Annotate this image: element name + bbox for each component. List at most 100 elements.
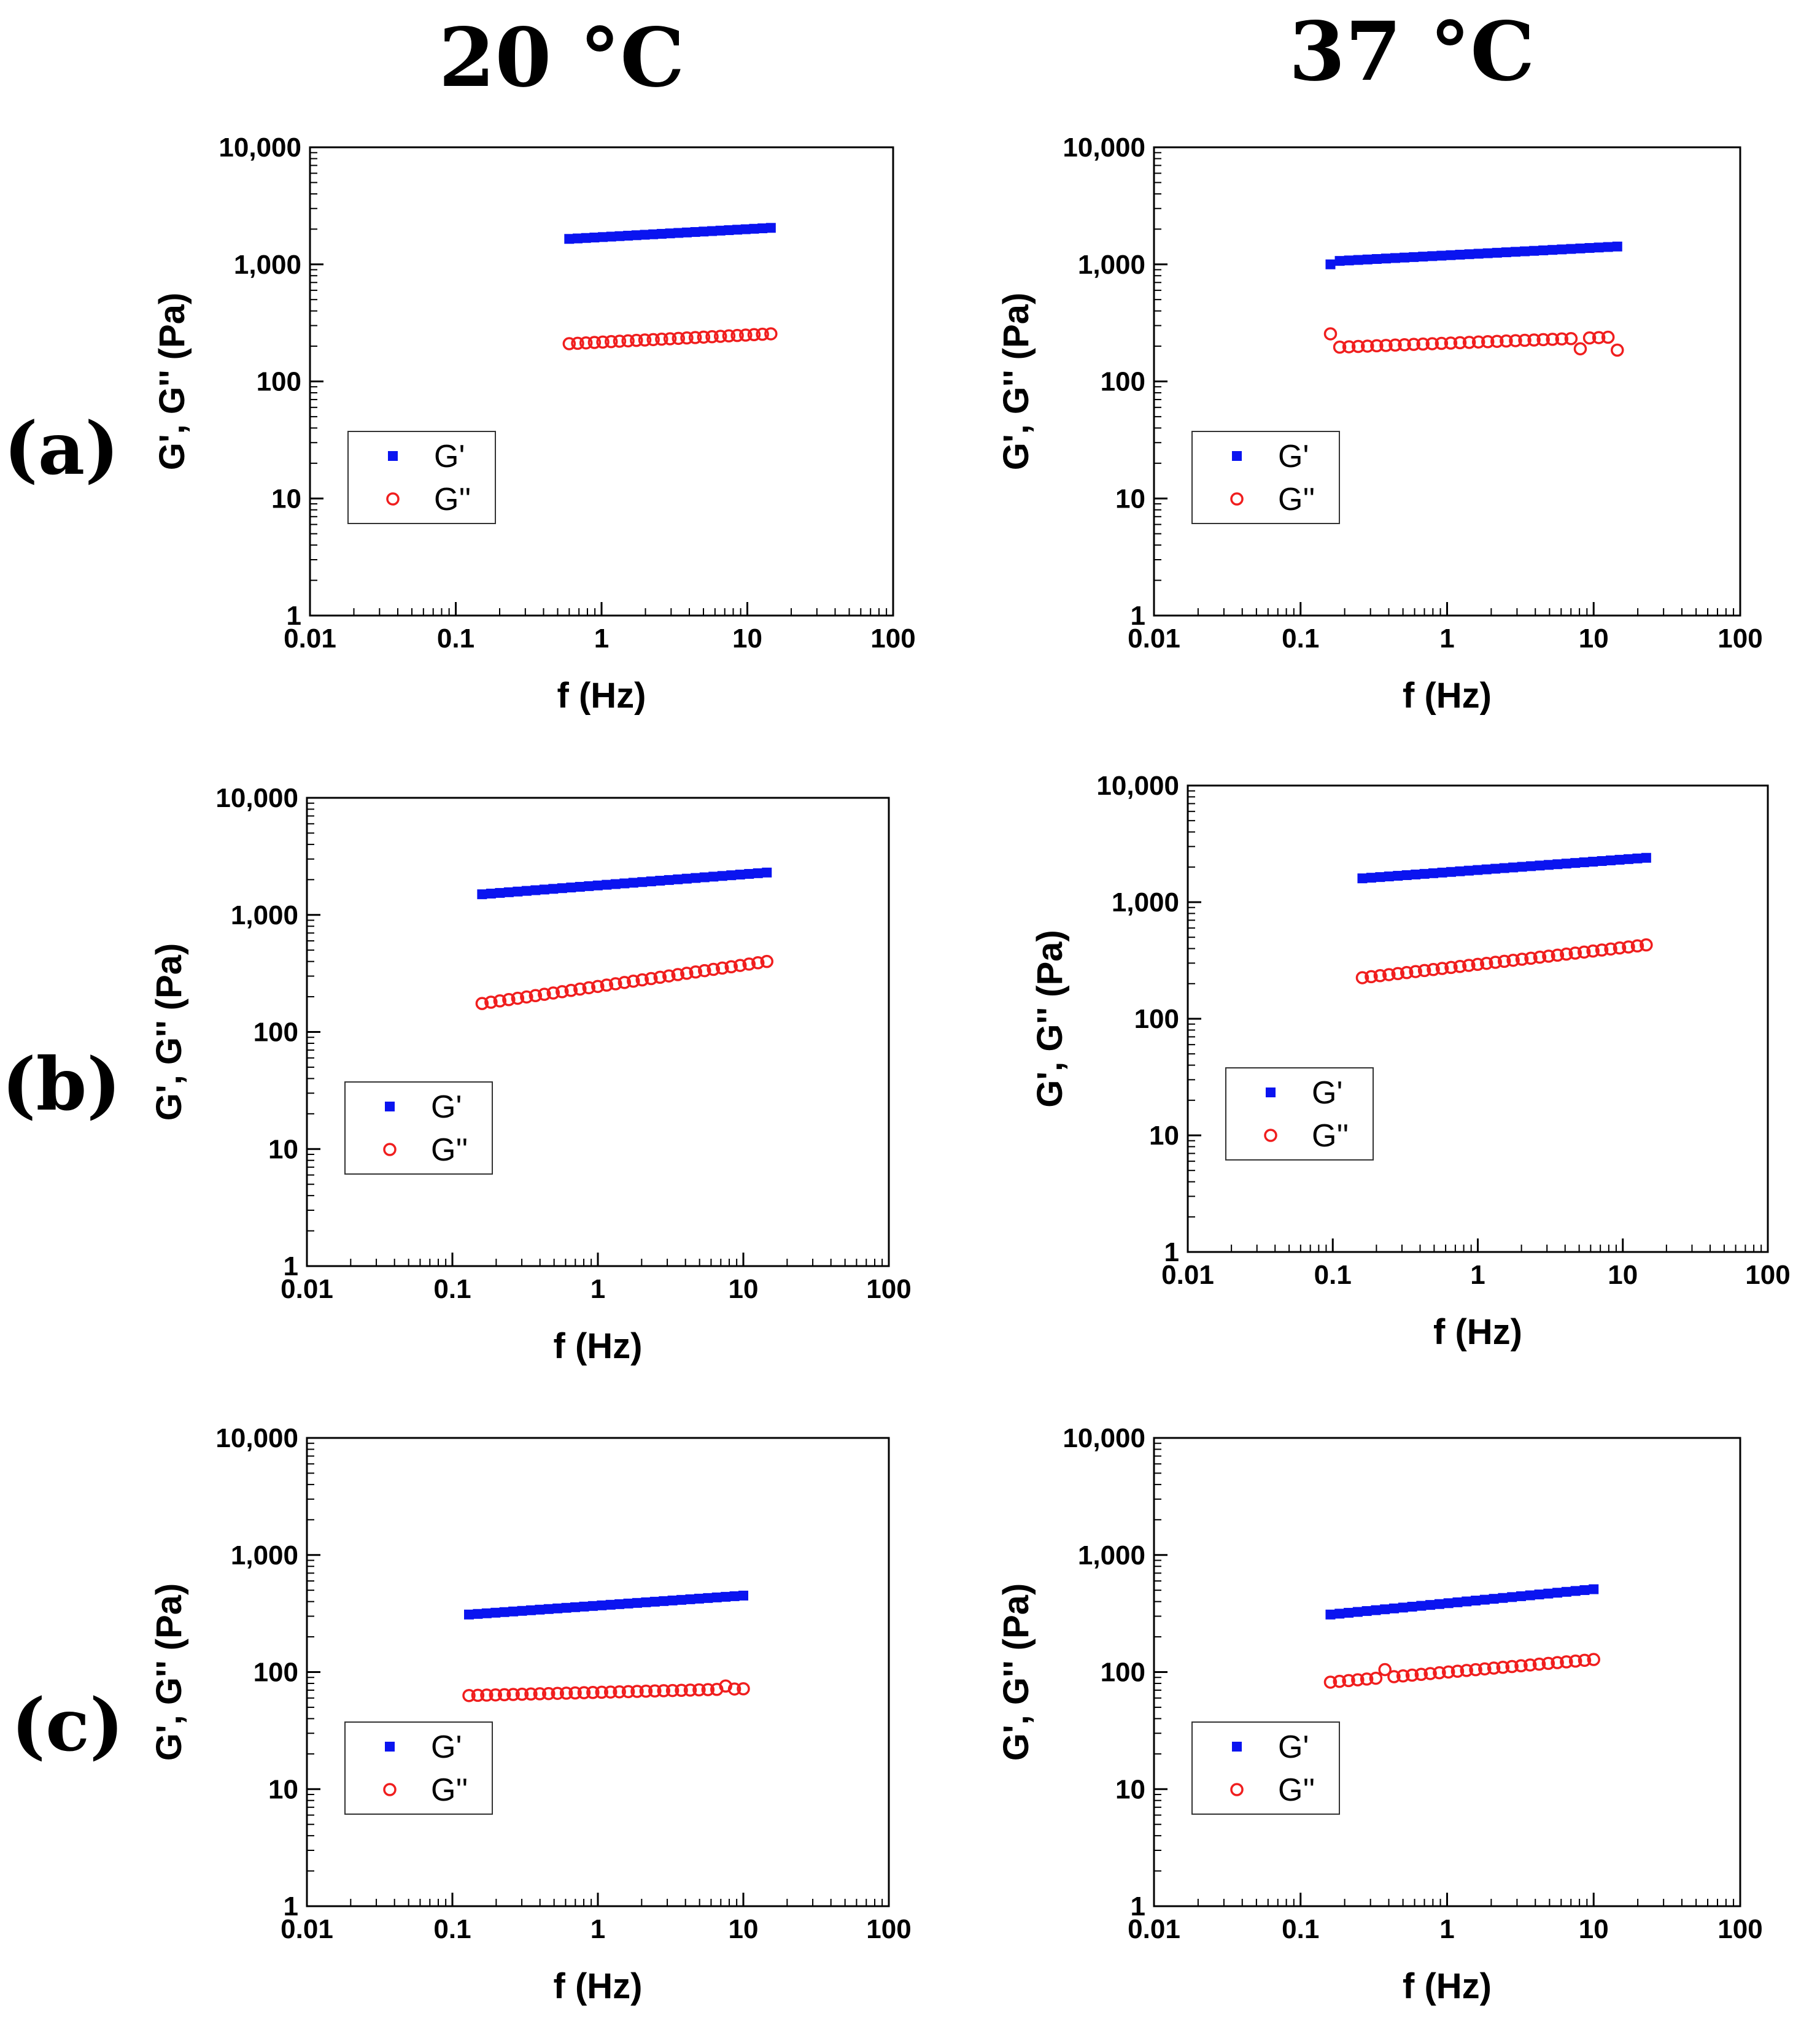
data-point-gdoubleprime [520,990,533,1004]
x-axis-title: f (Hz) [1403,1966,1492,2006]
data-point-gdoubleprime [739,328,753,342]
y-axis-title: G', G'' (Pa) [149,1583,189,1761]
data-point-gdoubleprime [1355,971,1369,984]
data-point-gdoubleprime [1518,333,1532,347]
data-point-gdoubleprime [1391,967,1405,981]
data-point-gdoubleprime [1361,339,1374,353]
x-tick-label: 0.01 [281,1274,333,1304]
data-point-gprime [1398,1602,1408,1613]
data-point-gdoubleprime [538,987,551,1001]
data-point-gdoubleprime [692,1683,706,1697]
data-point-gprime [1380,253,1391,264]
data-point-gprime [757,223,768,234]
data-point-gdoubleprime [1382,968,1396,981]
data-point-gdoubleprime [1333,340,1347,354]
data-point-gprime [724,225,734,236]
data-point-gdoubleprime [1388,338,1402,352]
data-point-gdoubleprime [1469,1663,1482,1677]
data-point-gprime [655,876,665,886]
data-point-gprime [1525,1590,1535,1601]
data-point-gdoubleprime [1582,331,1597,345]
data-point-gprime [548,884,559,894]
data-point-gprime [1584,243,1595,253]
plot-frame [306,1437,890,1907]
data-point-gdoubleprime [1444,336,1458,350]
data-point-gprime [1371,1605,1381,1615]
data-point-gdoubleprime [489,1688,503,1702]
data-point-gdoubleprime [1427,962,1440,976]
data-point-gprime [740,224,751,234]
x-axis-title: f (Hz) [1433,1312,1522,1352]
x-tick-label: 1 [1439,624,1454,654]
data-point-gdoubleprime [1578,1653,1592,1667]
data-point-gprime [623,1598,633,1609]
x-tick-label: 10 [729,1274,759,1304]
chart-panel-b-37: 0.01 0.1 1 10 100 1 10 100 1,000 10,000 f (Hz) G', … [1030,771,1791,1352]
data-point-gdoubleprime [1387,1670,1401,1683]
data-point-gprime [1641,852,1651,863]
data-point-gdoubleprime [1398,338,1411,352]
data-point-gdoubleprime [713,330,727,343]
legend-marker-gprime [385,1742,395,1752]
plot-frame [1153,146,1741,617]
y-tick-label: 1,000 [1112,887,1179,917]
data-point-gdoubleprime [1560,947,1573,961]
x-tick-label: 0.1 [1282,1914,1319,1944]
y-tick-label: 1 [1131,1891,1145,1922]
data-point-gdoubleprime [1369,1671,1383,1685]
data-point-gprime [1371,254,1382,265]
data-point-gprime [1357,873,1368,884]
data-point-gdoubleprime [630,333,643,347]
legend-marker-gdoubleprime [1264,1129,1277,1142]
data-point-gprime [711,1592,722,1602]
data-point-gprime [584,881,594,891]
data-point-gdoubleprime [1323,1675,1338,1689]
legend-marker-gdoubleprime [383,1143,397,1156]
data-point-gprime [508,1606,519,1617]
data-point-gprime [1401,870,1412,880]
data-point-gprime [587,1601,598,1611]
data-point-gprime [1352,1607,1363,1617]
x-tick-label: 10 [729,1914,759,1944]
data-point-gdoubleprime [737,1682,750,1696]
data-point-gdoubleprime [1373,968,1387,983]
data-point-gprime [552,1603,563,1613]
legend: G' G'' [344,1081,493,1175]
x-axis-title: f (Hz) [557,676,646,716]
data-point-gdoubleprime [730,328,744,342]
data-point-gprime [656,229,667,239]
data-point-gdoubleprime [613,1685,626,1699]
data-point-gdoubleprime [1577,945,1591,959]
data-point-gdoubleprime [1378,1663,1392,1677]
data-point-gprime [703,1593,713,1603]
data-point-gdoubleprime [1342,340,1356,353]
data-point-gdoubleprime [1453,336,1467,350]
data-point-gprime [1353,255,1363,265]
header-37c: 37 °C [1289,4,1535,99]
data-point-gprime [648,229,659,239]
data-point-gdoubleprime [1604,942,1617,956]
data-point-gdoubleprime [672,331,686,346]
data-point-gprime [738,1590,748,1601]
data-point-gprime [539,884,549,895]
data-point-gdoubleprime [613,334,627,348]
data-point-gdoubleprime [559,1686,573,1700]
row-label-a: (a) [4,406,119,491]
legend-label-gprime: G' [431,1089,462,1125]
data-point-gprime [691,873,701,883]
data-point-gprime [1434,1599,1444,1609]
data-point-gprime [673,874,683,884]
data-point-gprime [1436,250,1447,261]
data-point-gprime [513,886,523,897]
y-axis-title: G', G'' (Pa) [996,1583,1036,1761]
data-point-gdoubleprime [648,1684,662,1698]
data-point-gdoubleprime [630,1685,644,1698]
data-point-gdoubleprime [577,1686,591,1699]
data-point-gprime [1462,1596,1472,1607]
data-point-gdoubleprime [1351,339,1365,353]
data-point-gprime [1529,245,1539,256]
data-point-gdoubleprime [1396,1669,1410,1683]
data-point-gprime [525,1605,536,1615]
data-point-gprime [570,1602,581,1612]
data-point-gprime [1334,1609,1345,1619]
